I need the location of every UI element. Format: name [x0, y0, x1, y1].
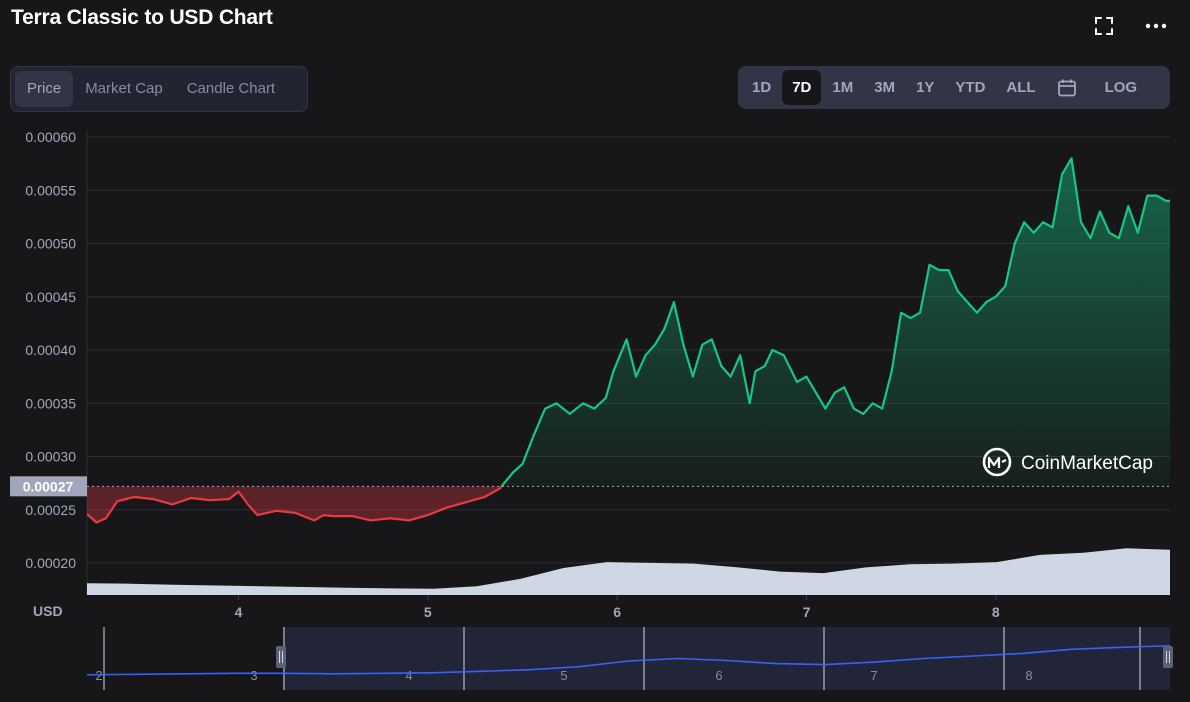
navigator-label: 3: [250, 668, 257, 683]
x-tick-label: 6: [613, 604, 621, 620]
range-all[interactable]: ALL: [1006, 79, 1036, 96]
y-tick-label: 0.00020: [25, 555, 76, 571]
y-tick-label: 0.00025: [25, 502, 76, 518]
calendar-icon[interactable]: [1047, 70, 1087, 105]
range-ytd[interactable]: YTD: [955, 79, 986, 96]
navigator-label: 2: [95, 668, 102, 683]
navigator-label: 5: [560, 668, 567, 683]
navigator-label: 8: [1025, 668, 1032, 683]
x-tick-label: 4: [235, 604, 243, 620]
y-tick-label: 0.00060: [25, 129, 76, 145]
baseline-label: 0.00027: [23, 478, 74, 494]
log-scale-toggle[interactable]: LOG: [1104, 79, 1138, 96]
watermark-text: CoinMarketCap: [1021, 453, 1153, 474]
y-tick-label: 0.00035: [25, 395, 76, 411]
tab-market-cap[interactable]: Market Cap: [85, 80, 163, 97]
range-7d[interactable]: 7D: [782, 70, 822, 105]
volume-area: [87, 548, 1170, 595]
range-navigator[interactable]: 2 3 4 5 6 7 8: [86, 627, 1173, 690]
range-1d[interactable]: 1D: [752, 79, 772, 96]
price-area-up: [87, 158, 1170, 487]
y-tick-label: 0.00030: [25, 449, 76, 465]
watermark: CoinMarketCap: [982, 447, 1153, 477]
navigator-right-handle[interactable]: [1163, 646, 1173, 668]
navigator-label: 6: [715, 668, 722, 683]
tab-candle-chart[interactable]: Candle Chart: [186, 80, 276, 97]
time-range-tabs: 1D 7D 1M 3M 1Y YTD ALL LOG: [738, 66, 1170, 109]
navigator-selection[interactable]: [283, 627, 1170, 690]
y-unit-label: USD: [33, 603, 63, 619]
y-tick-label: 0.00040: [25, 342, 76, 358]
coinmarketcap-logo-icon: [982, 447, 1012, 477]
price-area-down: [87, 486, 502, 523]
baseline-badge: [10, 476, 87, 497]
tab-price[interactable]: Price: [15, 71, 74, 107]
price-line-up: [500, 157, 1170, 487]
range-1y[interactable]: 1Y: [916, 79, 935, 96]
navigator-line: [86, 645, 1171, 676]
x-tick-label: 5: [424, 604, 432, 620]
navigator-label: 4: [405, 668, 412, 683]
chart-view-tabs: Price Market Cap Candle Chart: [10, 66, 308, 112]
x-tick-label: 8: [992, 604, 1000, 620]
range-3m[interactable]: 3M: [874, 79, 896, 96]
y-tick-label: 0.00055: [25, 182, 76, 198]
navigator-label: 7: [870, 668, 877, 683]
range-1m[interactable]: 1M: [832, 79, 854, 96]
navigator-left-handle[interactable]: [276, 646, 286, 668]
more-dots-icon[interactable]: [1144, 14, 1168, 38]
x-tick-label: 7: [803, 604, 811, 620]
fullscreen-icon[interactable]: [1092, 14, 1116, 38]
y-tick-label: 0.00045: [25, 289, 76, 305]
page-title: Terra Classic to USD Chart: [11, 6, 273, 29]
price-line-down: [87, 486, 503, 524]
y-tick-label: 0.00050: [25, 236, 76, 252]
